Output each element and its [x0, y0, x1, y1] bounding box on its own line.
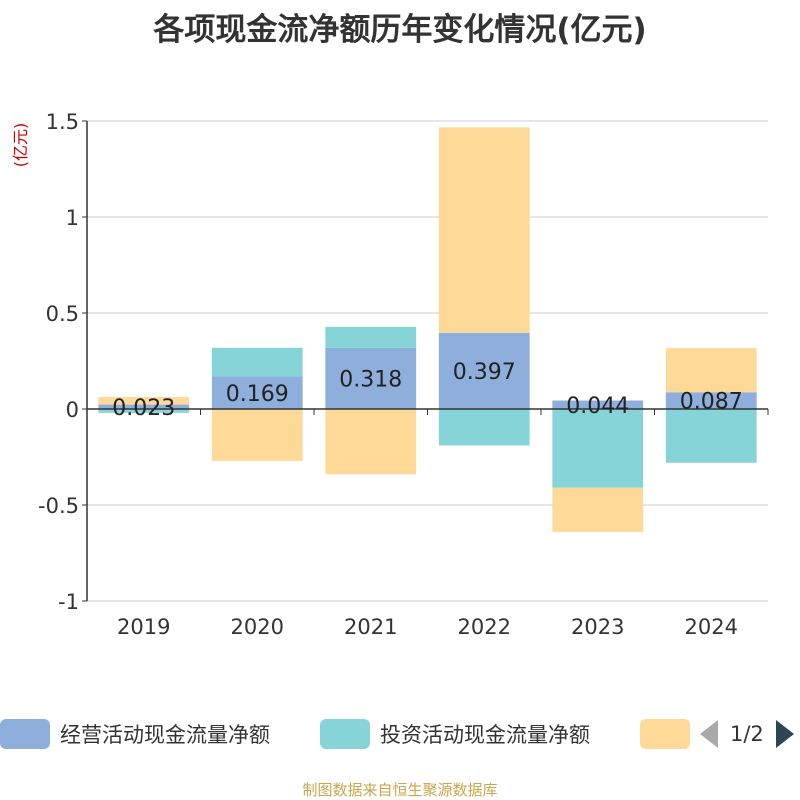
data-label: 0.318 — [339, 367, 402, 392]
bar-investing-2019 — [98, 409, 190, 413]
bar-operating-2019 — [98, 404, 190, 409]
y-tick-label: 1 — [66, 206, 79, 230]
y-tick-label: 0.5 — [46, 302, 79, 326]
bar-investing-2021 — [325, 326, 417, 348]
data-labels: 0.023 0.169 0.318 0.397 0.044 0.087 — [112, 360, 742, 421]
bar-operating-2024 — [665, 392, 757, 409]
data-label: 0.087 — [680, 390, 743, 415]
pager-next-arrow-icon[interactable] — [775, 720, 794, 748]
pager-prev-arrow-icon[interactable] — [700, 720, 718, 748]
bar-financing-2020 — [211, 409, 303, 461]
legend-item-financing[interactable] — [640, 714, 700, 754]
bar-financing-2019 — [98, 396, 190, 405]
legend-item-investing[interactable]: 投资活动现金流量净额 — [320, 714, 590, 754]
bar-operating-2021 — [325, 347, 417, 409]
axes: -1 -0.5 0 0.5 1 1.5 2019 2020 2021 2022 2023 2024 — [38, 110, 769, 639]
source-note: 制图数据来自恒生聚源数据库 — [302, 781, 498, 799]
y-tick-label: 1.5 — [46, 110, 79, 134]
data-label: 0.397 — [453, 360, 516, 385]
data-label: 0.169 — [226, 382, 289, 407]
y-tick-label: 0 — [66, 398, 79, 422]
bar-investing-2024 — [665, 409, 757, 463]
legend-item-operating[interactable]: 经营活动现金流量净额 — [0, 714, 270, 754]
chart-title: 各项现金流净额历年变化情况(亿元) — [153, 12, 647, 48]
bar-financing-2024 — [665, 348, 757, 393]
legend-swatch-investing — [320, 719, 370, 749]
x-tick-label: 2023 — [571, 615, 624, 639]
data-label: 0.044 — [566, 394, 629, 419]
y-axis-unit-label: (亿元) — [11, 123, 30, 168]
bar-investing-2023 — [552, 409, 644, 488]
y-tick-label: -1 — [58, 590, 79, 614]
bar-investing-2020 — [211, 347, 303, 377]
legend-label-investing: 投资活动现金流量净额 — [380, 723, 590, 747]
bar-operating-2023 — [552, 400, 644, 409]
bar-financing-2021 — [325, 409, 417, 475]
bars — [98, 127, 757, 532]
bar-operating-2020 — [211, 376, 303, 409]
x-tick-label: 2020 — [231, 615, 284, 639]
bar-financing-2023 — [552, 487, 644, 532]
bar-financing-2022 — [438, 127, 530, 333]
legend-pager: 1/2 — [700, 714, 794, 754]
legend-swatch-operating — [0, 719, 50, 749]
x-tick-label: 2019 — [117, 615, 170, 639]
pager-page-indicator: 1/2 — [730, 722, 764, 746]
legend-label-operating: 经营活动现金流量净额 — [60, 723, 270, 747]
bar-operating-2022 — [438, 332, 530, 409]
data-label: 0.023 — [112, 396, 175, 421]
legend: 经营活动现金流量净额 投资活动现金流量净额 1/2 — [0, 714, 800, 754]
y-tick-label: -0.5 — [38, 494, 79, 518]
bar-investing-2022 — [438, 409, 530, 446]
x-tick-label: 2022 — [458, 615, 511, 639]
x-tick-label: 2021 — [344, 615, 397, 639]
legend-swatch-financing — [640, 719, 690, 749]
gridlines — [87, 120, 768, 602]
x-tick-label: 2024 — [685, 615, 738, 639]
